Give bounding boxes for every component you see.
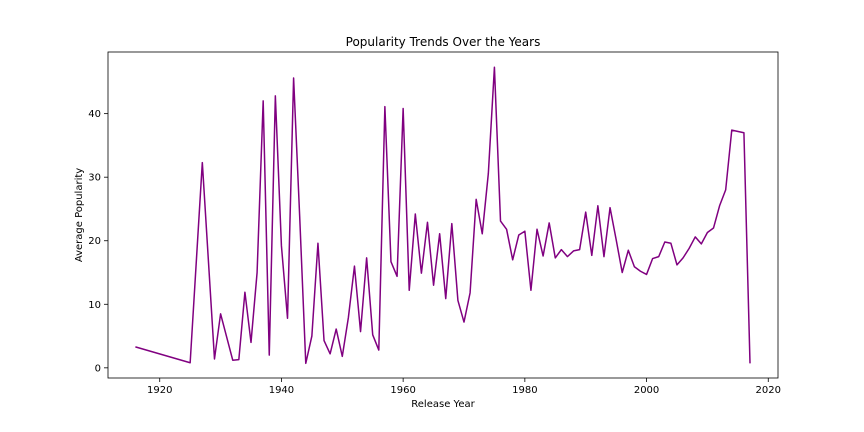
y-tick-label: 30 (88, 173, 101, 184)
chart-title: Popularity Trends Over the Years (346, 35, 541, 49)
y-tick-label: 0 (95, 363, 101, 374)
plot-area (107, 51, 779, 379)
x-tick-label: 1980 (512, 385, 537, 396)
x-tick-label: 1960 (390, 385, 415, 396)
y-axis-label: Average Popularity (74, 168, 85, 262)
x-tick-label: 1920 (147, 385, 172, 396)
plot-frame (107, 51, 779, 379)
x-axis-label: Release Year (411, 399, 475, 410)
x-tick-label: 2020 (756, 385, 781, 396)
y-axis: 0 10 20 30 40 (88, 109, 108, 374)
x-axis: 1920 1940 1960 1980 2000 2020 (147, 378, 781, 396)
x-tick-label: 2000 (634, 385, 659, 396)
series-line-0 (135, 66, 751, 365)
y-tick-label: 20 (88, 236, 101, 247)
y-tick-label: 40 (88, 109, 101, 120)
y-tick-label: 10 (88, 300, 101, 311)
x-tick-label: 1940 (269, 385, 294, 396)
